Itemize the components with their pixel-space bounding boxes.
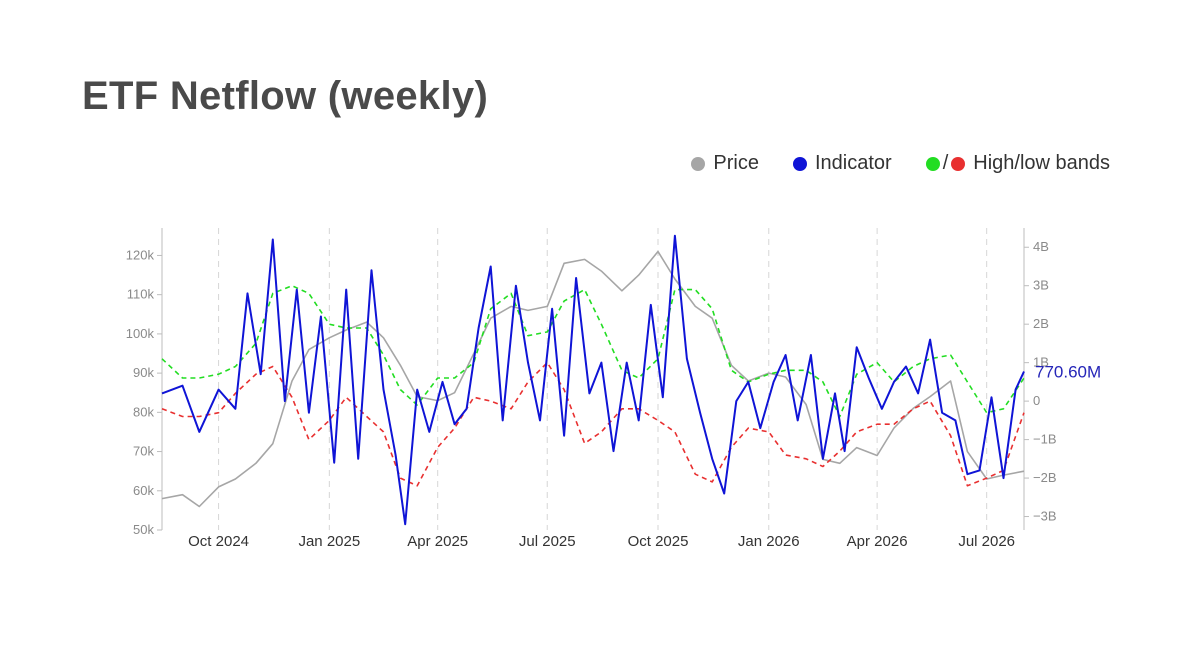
chart-title: ETF Netflow (weekly) bbox=[82, 74, 489, 118]
left-tick-label: 90k bbox=[133, 365, 154, 380]
left-tick-label: 70k bbox=[133, 444, 154, 459]
right-tick-label: −3B bbox=[1033, 509, 1057, 524]
x-tick-label: Jul 2026 bbox=[958, 533, 1015, 550]
x-tick-label: Jul 2025 bbox=[519, 533, 576, 550]
low-band-dot-icon bbox=[951, 156, 966, 171]
legend-slash: / bbox=[942, 152, 949, 174]
indicator-dot-icon bbox=[792, 156, 807, 171]
legend-label-bands: High/low bands bbox=[973, 152, 1110, 174]
price-dot-icon bbox=[691, 156, 706, 171]
tick-labels: Oct 2024 Jan 2025 Apr 2025 Jul 2025 Oct 2025… bbox=[126, 239, 1101, 550]
x-tick-label: Jan 2026 bbox=[738, 533, 800, 550]
legend-item-price[interactable]: Price bbox=[691, 152, 759, 175]
right-tick-label: 3B bbox=[1033, 278, 1049, 293]
x-tick-label: Jan 2025 bbox=[298, 533, 360, 550]
right-tick-label: −1B bbox=[1033, 432, 1057, 447]
legend-item-bands[interactable]: / High/low bands bbox=[925, 152, 1110, 175]
legend-item-indicator[interactable]: Indicator bbox=[792, 152, 892, 175]
high-band-dot-icon bbox=[925, 156, 940, 171]
left-tick-label: 100k bbox=[126, 326, 155, 341]
legend-label-price: Price bbox=[713, 152, 759, 174]
right-tick-label: 0 bbox=[1033, 393, 1040, 408]
left-tick-label: 60k bbox=[133, 483, 154, 498]
low-band-line bbox=[161, 361, 1025, 487]
x-tick-label: Apr 2026 bbox=[847, 533, 908, 550]
left-tick-label: 50k bbox=[133, 522, 154, 537]
right-tick-label: 2B bbox=[1033, 316, 1049, 331]
legend-label-indicator: Indicator bbox=[814, 152, 892, 174]
right-tick-label: 4B bbox=[1033, 239, 1049, 254]
left-tick-label: 80k bbox=[133, 404, 154, 419]
chart-legend: Price Indicator / High/low bands bbox=[691, 152, 1110, 175]
price-line bbox=[161, 250, 1025, 508]
series-layer bbox=[161, 234, 1025, 526]
indicator-last-value-label: 770.60M bbox=[1035, 362, 1101, 381]
left-tick-label: 110k bbox=[127, 287, 155, 302]
left-tick-label: 120k bbox=[126, 247, 155, 262]
right-tick-label: −2B bbox=[1033, 470, 1057, 485]
x-tick-label: Oct 2024 bbox=[188, 533, 249, 550]
x-tick-label: Oct 2025 bbox=[628, 533, 689, 550]
indicator-line bbox=[161, 234, 1025, 526]
high-band-line bbox=[161, 284, 1025, 418]
right-tick-label: 1B bbox=[1033, 355, 1049, 370]
x-tick-label: Apr 2025 bbox=[407, 533, 468, 550]
